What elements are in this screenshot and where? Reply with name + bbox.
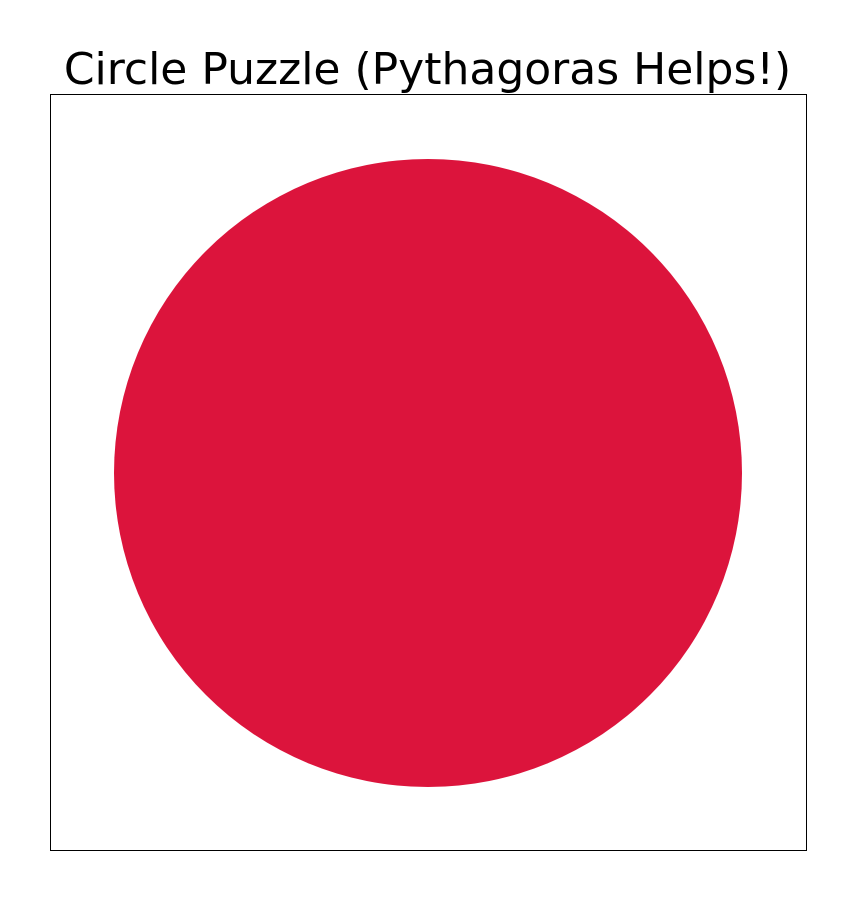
puzzle-title: Circle Puzzle (Pythagoras Helps!) — [63, 44, 792, 95]
puzzle-board — [50, 94, 807, 851]
puzzle-circle[interactable] — [114, 159, 742, 787]
puzzle-canvas — [114, 159, 742, 787]
